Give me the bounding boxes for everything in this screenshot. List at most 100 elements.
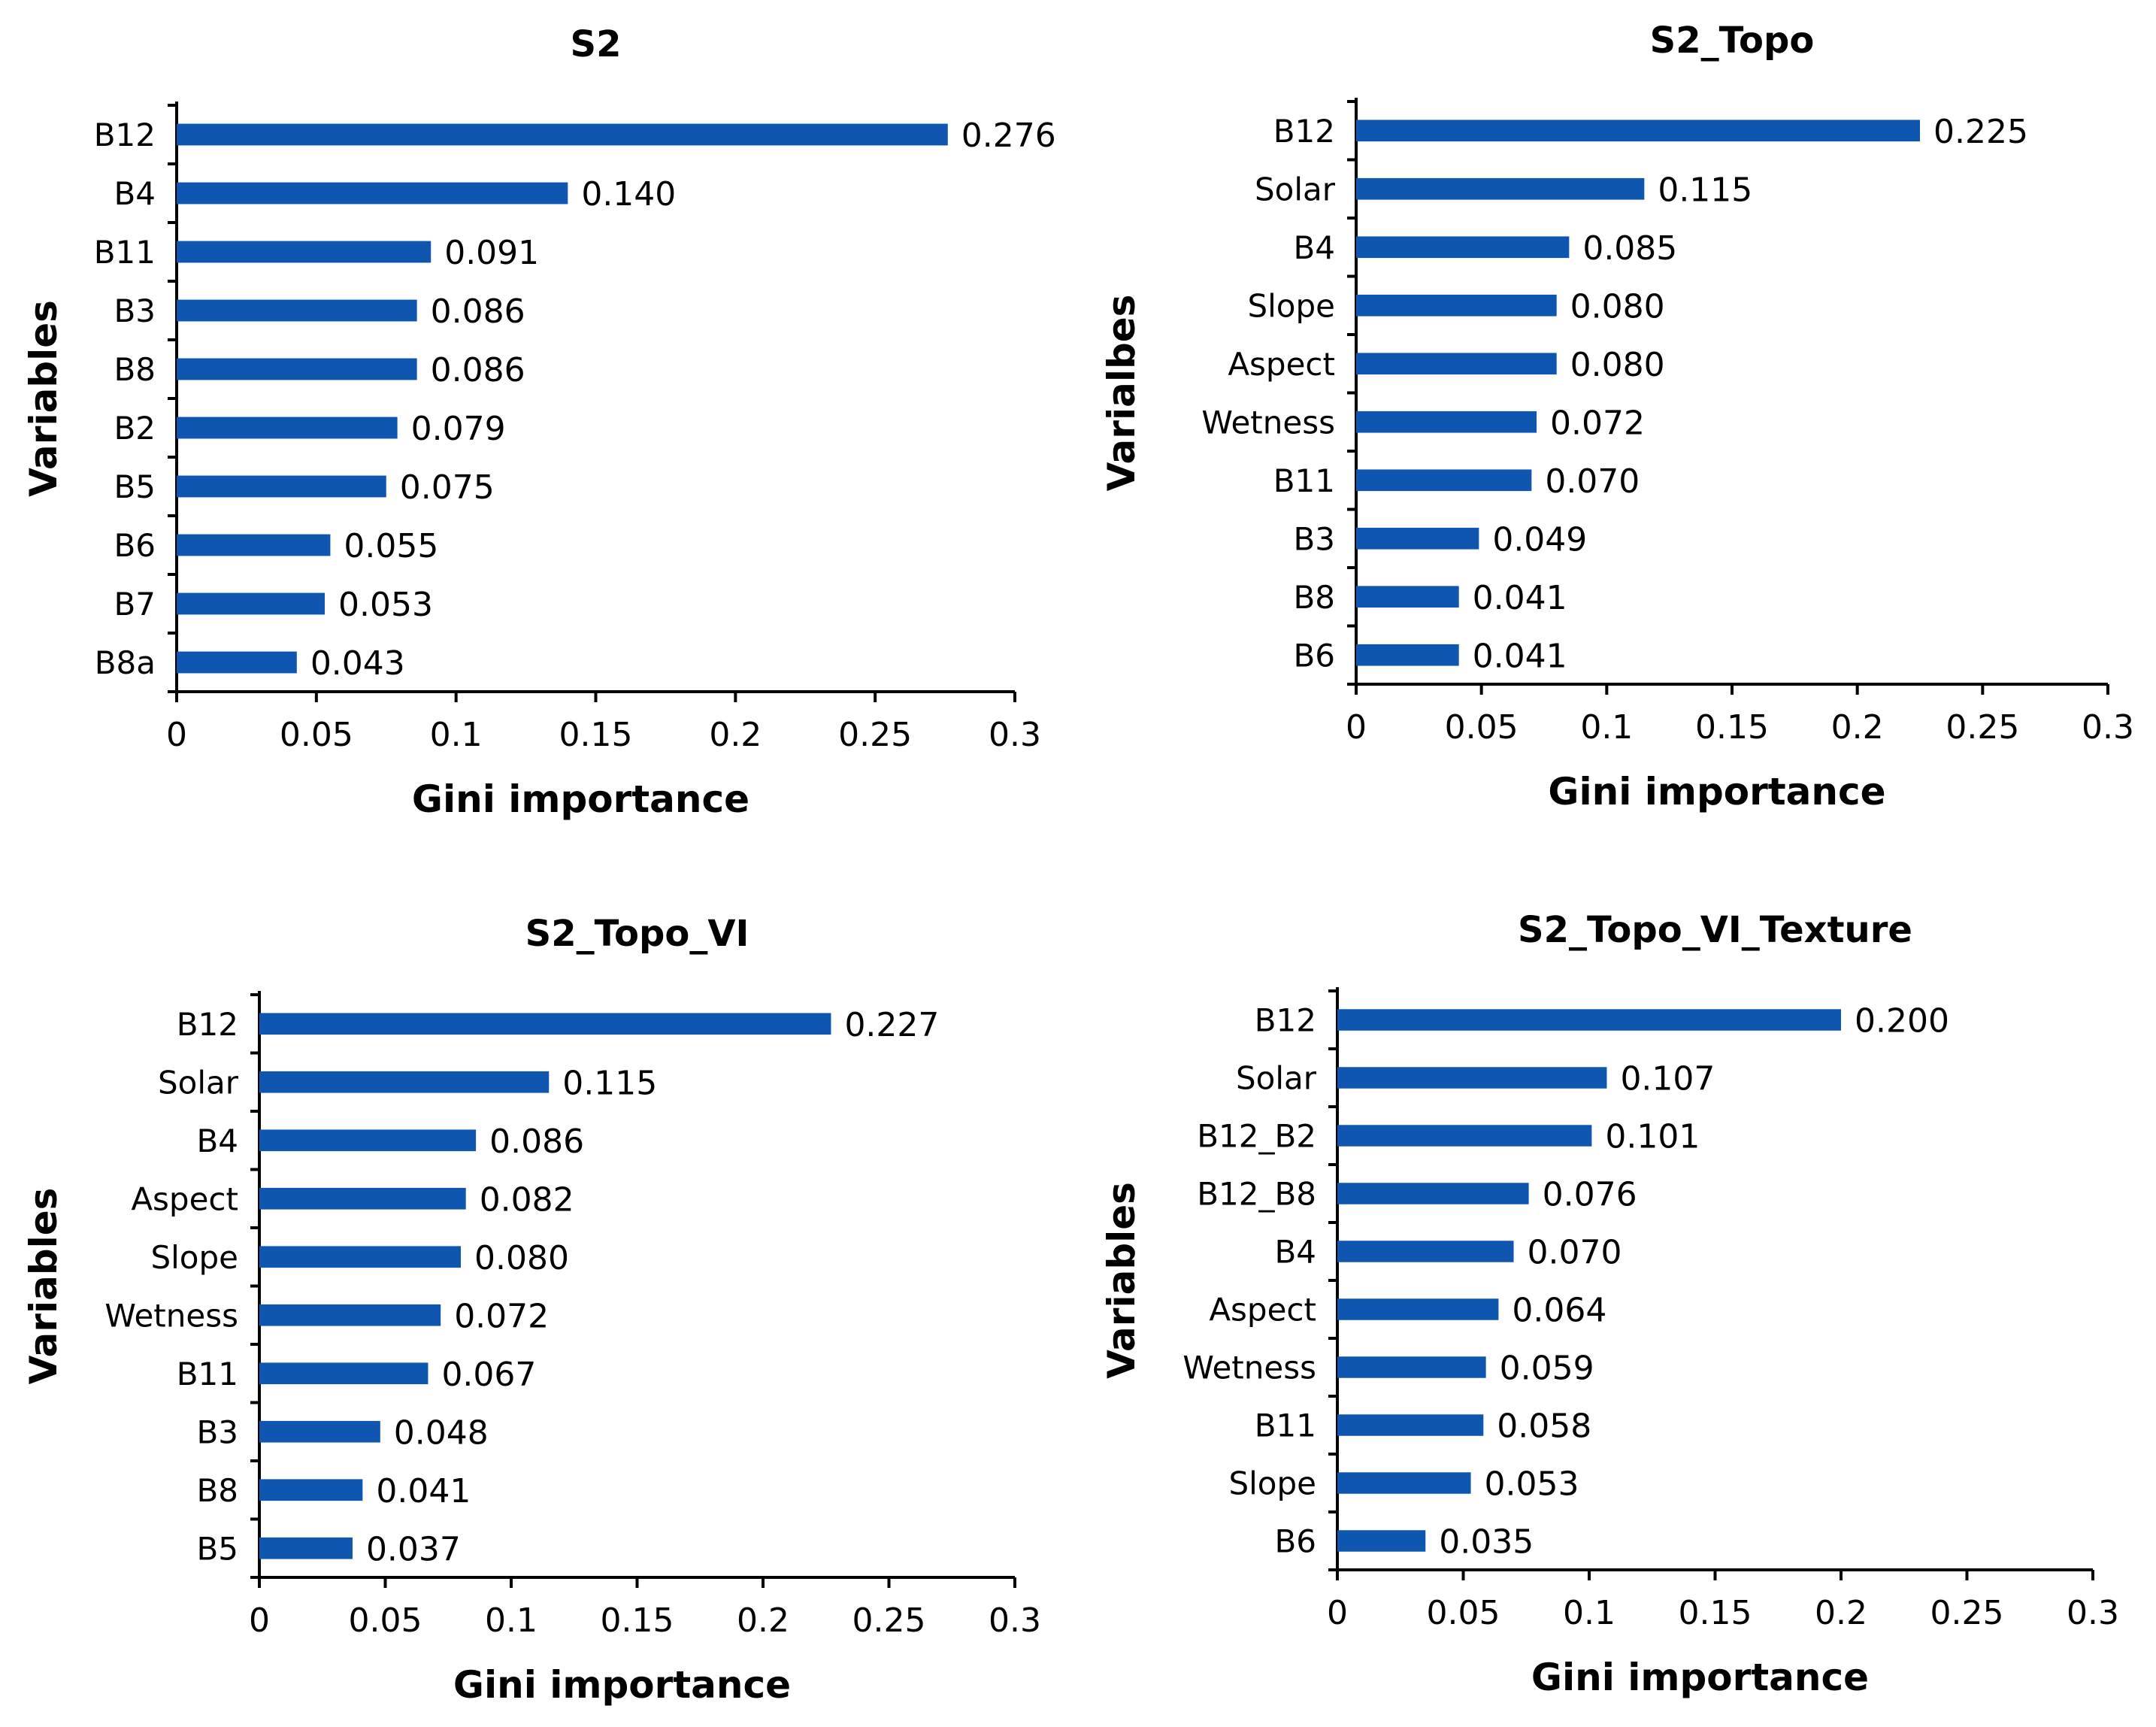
bar-b5 [259,1537,353,1559]
x-tick-label: 0.25 [852,1601,926,1640]
value-label: 0.115 [562,1064,657,1102]
x-tick-label: 0.2 [1815,1594,1867,1632]
value-label: 0.086 [431,292,525,331]
bar-solar [1356,177,1645,200]
value-label: 0.082 [480,1180,574,1219]
chart-svg: S2 0 0.05 0.1 0.15 0.2 0.25 0.3 B12 0.276 B4 0.140 B… [22,23,1056,821]
chart-panel-s2-topo-vi: S2_Topo_VI 0 0.05 0.1 0.15 0.2 0.25 0.3 B12 0.227… [0,863,1078,1726]
bar-b8 [259,1479,363,1501]
x-tick-label: 0.1 [485,1601,537,1640]
x-tick-label: 0.15 [601,1601,674,1640]
bar-b3 [1356,527,1479,550]
x-tick-label: 0.3 [2067,1594,2119,1632]
x-tick-label: 0.25 [1930,1594,2004,1632]
value-label: 0.091 [444,234,539,272]
category-label: B4 [1293,229,1335,266]
x-tick-label: 0.25 [1946,708,2019,747]
x-tick-label: 0.15 [1695,708,1769,747]
bar-b7 [177,592,325,615]
category-label: B12_B2 [1197,1118,1316,1155]
chart-title: S2 [571,23,622,65]
category-label: Aspect [1228,346,1335,383]
value-label: 0.049 [1492,520,1587,559]
chart-svg: S2_Topo_VI 0 0.05 0.1 0.15 0.2 0.25 0.3 B12 0.227… [22,913,1041,1707]
category-label: B12 [177,1006,238,1043]
value-label: 0.070 [1545,462,1640,501]
x-tick-label: 0.1 [430,716,483,754]
category-label: Aspect [131,1180,238,1217]
value-label: 0.080 [1570,346,1665,384]
bar-solar [259,1071,550,1093]
value-label: 0.067 [441,1356,536,1394]
category-label: Slope [1228,1465,1316,1502]
x-tick-label: 0.3 [989,716,1041,754]
x-tick-label: 0 [166,716,187,754]
x-axis-title: Gini importance [453,1663,791,1707]
x-tick-label: 0.15 [559,716,633,754]
x-axis-title: Gini importance [1548,770,1885,814]
value-label: 0.053 [1485,1465,1579,1504]
value-label: 0.035 [1439,1523,1534,1562]
bar-aspect [259,1187,466,1210]
x-tick-label: 0.05 [1427,1594,1500,1632]
bar-b12 [259,1013,831,1035]
category-label: Aspect [1209,1292,1316,1329]
category-label: B12 [1273,113,1335,150]
category-label: B4 [1274,1234,1316,1271]
bar-wetness [259,1304,441,1326]
value-label: 0.101 [1605,1118,1700,1156]
category-label: B3 [196,1413,238,1450]
bar-solar [1337,1067,1607,1089]
bar-b4 [259,1129,477,1152]
value-label: 0.059 [1500,1350,1594,1388]
x-tick-label: 0.1 [1580,708,1633,747]
category-label: B12 [1255,1002,1316,1039]
y-axis-title: Variables [1100,1182,1143,1379]
bar-b12 [177,123,948,146]
bar-b3 [177,299,417,322]
value-label: 0.225 [1933,113,2028,151]
x-tick-label: 0.2 [737,1601,789,1640]
category-label: B11 [1255,1407,1316,1444]
value-label: 0.086 [431,351,525,389]
chart-panel-s2-topo-vi-texture: S2_Topo_VI_Texture 0 0.05 0.1 0.15 0.2 0.25 0.3… [1078,863,2156,1726]
category-label: Wetness [1201,404,1335,441]
chart-title: S2_Topo [1650,20,1815,62]
bar-b5 [177,475,386,498]
y-axis-title: Variables [22,1188,65,1385]
category-label: B6 [1293,637,1335,674]
x-tick-label: 0.3 [989,1601,1041,1640]
bar-b11 [259,1362,428,1385]
bar-b8a [177,651,297,674]
value-label: 0.072 [1550,404,1645,442]
x-tick-label: 0.15 [1679,1594,1752,1632]
category-label: B7 [114,586,156,623]
bar-b2 [177,417,398,439]
category-label: B8 [1293,579,1335,616]
y-axis-title: Varialbes [1100,295,1143,492]
x-axis-title: Gini importance [1531,1656,1869,1699]
value-label: 0.086 [489,1123,584,1161]
value-label: 0.080 [474,1239,569,1277]
x-tick-label: 0.25 [838,716,912,754]
value-label: 0.072 [454,1297,549,1335]
value-label: 0.080 [1570,287,1665,326]
bar-aspect [1337,1298,1499,1320]
chart-title: S2_Topo_VI_Texture [1518,909,1912,951]
bar-wetness [1337,1356,1486,1378]
x-tick-label: 0.3 [2082,708,2134,747]
value-label: 0.055 [344,527,438,565]
value-label: 0.041 [1473,637,1567,675]
category-label: B8a [95,644,156,681]
category-label: B4 [114,175,156,212]
value-label: 0.053 [338,586,433,624]
chart-panel-s2: S2 0 0.05 0.1 0.15 0.2 0.25 0.3 B12 0.276 B4 0.140 B… [0,0,1078,863]
value-label: 0.070 [1528,1234,1622,1272]
x-tick-label: 0 [249,1601,270,1640]
bar-aspect [1356,353,1557,375]
category-label: B12 [94,117,156,153]
value-label: 0.140 [581,175,676,214]
chart-svg: S2_Topo 0 0.05 0.1 0.15 0.2 0.25 0.3 B12 0.225 Sol… [1100,20,2134,814]
category-label: B4 [196,1123,238,1159]
bar-slope [1356,294,1557,317]
